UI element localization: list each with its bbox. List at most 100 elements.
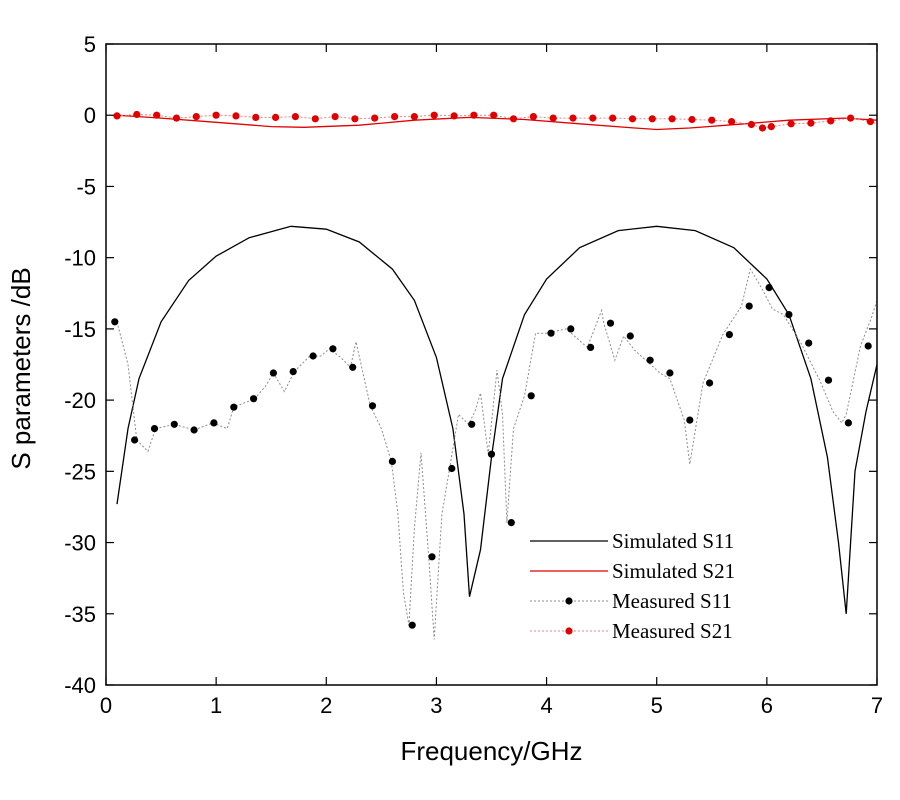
data-point-measured-s11 <box>230 403 238 411</box>
legend-marker-measured-s21 <box>565 627 573 635</box>
data-point-measured-s21 <box>212 111 220 119</box>
data-point-measured-s11 <box>428 553 436 561</box>
data-point-measured-s11 <box>567 325 575 333</box>
plot-frame <box>105 43 878 686</box>
legend-label-simulated-s21: Simulated S21 <box>612 559 735 583</box>
data-point-measured-s11 <box>309 352 317 360</box>
data-point-measured-s21 <box>549 114 557 122</box>
data-point-measured-s11 <box>606 319 615 327</box>
data-point-measured-s21 <box>767 123 775 131</box>
x-tick-label: 5 <box>651 693 663 718</box>
data-point-measured-s11 <box>646 356 654 364</box>
y-tick-label: -20 <box>64 388 96 413</box>
data-point-measured-s11 <box>408 621 416 629</box>
data-point-measured-s21 <box>291 113 299 121</box>
y-tick-label: -5 <box>76 174 96 199</box>
data-point-measured-s21 <box>529 113 538 121</box>
data-point-measured-s21 <box>470 111 478 119</box>
data-point-measured-s21 <box>509 115 518 123</box>
data-point-measured-s21 <box>252 113 260 121</box>
data-point-measured-s21 <box>153 111 161 119</box>
y-tick-label: -30 <box>64 531 96 556</box>
data-point-measured-s11 <box>864 342 872 350</box>
data-point-measured-s21 <box>589 114 597 122</box>
y-tick-label: 5 <box>84 32 96 57</box>
data-point-measured-s21 <box>192 113 200 121</box>
series-line-simulated-s21 <box>116 114 877 131</box>
data-point-measured-s21 <box>351 115 359 123</box>
data-point-measured-s11 <box>527 392 535 400</box>
data-point-measured-s21 <box>866 118 875 126</box>
legend-label-measured-s11: Measured S11 <box>612 589 732 613</box>
data-point-measured-s11 <box>150 425 159 433</box>
data-point-measured-s21 <box>311 115 319 123</box>
data-point-measured-s11 <box>448 464 456 473</box>
x-axis-title: Frequency/GHz <box>400 736 582 766</box>
data-point-measured-s21 <box>569 114 577 122</box>
legend-label-measured-s21: Measured S21 <box>612 619 733 643</box>
y-axis-title: S parameters /dB <box>6 267 36 469</box>
legend-item-measured-s21: Measured S21 <box>530 619 733 643</box>
data-point-measured-s11 <box>725 331 734 339</box>
y-tick-label: -15 <box>64 317 96 342</box>
data-point-measured-s11 <box>745 302 753 310</box>
x-tick-label: 6 <box>761 693 773 718</box>
series-line-simulated-s11 <box>116 225 877 614</box>
data-point-measured-s21 <box>391 113 399 121</box>
data-point-measured-s11 <box>824 376 833 384</box>
data-point-measured-s21 <box>708 116 716 124</box>
y-tick-label: 0 <box>84 103 96 128</box>
legend: Simulated S11 Simulated S21 Measured S11 Me… <box>530 529 735 643</box>
data-point-measured-s11 <box>706 379 714 387</box>
x-tick-label: 0 <box>100 693 112 718</box>
legend-item-simulated-s11: Simulated S11 <box>530 529 734 553</box>
y-tick-label: -40 <box>64 673 96 698</box>
legend-marker-measured-s11 <box>565 597 573 605</box>
data-point-measured-s11 <box>785 311 793 319</box>
y-tick-label: -10 <box>64 246 96 271</box>
data-point-measured-s11 <box>626 332 634 340</box>
data-point-measured-s21 <box>688 115 696 124</box>
data-point-measured-s21 <box>172 114 181 122</box>
data-point-measured-s21 <box>113 112 121 120</box>
data-point-measured-s21 <box>232 112 240 120</box>
data-point-measured-s21 <box>758 124 767 132</box>
data-point-measured-s11 <box>210 419 218 427</box>
x-tick-label: 7 <box>871 693 883 718</box>
data-point-measured-s21 <box>807 119 815 127</box>
y-tick-label: -35 <box>64 602 96 627</box>
data-point-measured-s11 <box>805 339 813 347</box>
data-point-measured-s11 <box>468 420 476 428</box>
data-point-measured-s21 <box>371 114 379 122</box>
x-tick-label: 4 <box>540 693 552 718</box>
data-point-measured-s21 <box>609 114 617 122</box>
data-point-measured-s11 <box>250 395 258 403</box>
x-tick-label: 2 <box>320 693 332 718</box>
data-point-measured-s21 <box>747 120 756 129</box>
series-layer <box>111 110 877 640</box>
data-point-measured-s11 <box>111 318 119 326</box>
series-measured-s11 <box>111 267 877 640</box>
data-point-measured-s11 <box>666 369 674 377</box>
data-point-measured-s11 <box>507 519 515 527</box>
data-point-measured-s11 <box>587 343 595 351</box>
data-point-measured-s21 <box>827 117 835 125</box>
data-point-measured-s21 <box>728 118 736 126</box>
data-point-measured-s11 <box>547 329 555 337</box>
axis-ticks: 0 1 2 3 4 5 6 7 5 0 -5 -10 -15 -20 -25 -30 -35 -40 <box>64 32 883 718</box>
data-point-measured-s21 <box>787 120 795 128</box>
data-point-measured-s11 <box>388 457 396 465</box>
legend-item-simulated-s21: Simulated S21 <box>530 559 735 583</box>
y-tick-label: -25 <box>64 459 96 484</box>
data-point-measured-s11 <box>170 420 178 428</box>
series-line-measured-s11 <box>116 267 877 640</box>
data-point-measured-s11 <box>269 369 277 377</box>
data-point-measured-s11 <box>844 419 853 427</box>
data-point-measured-s21 <box>430 111 438 119</box>
legend-label-simulated-s11: Simulated S11 <box>612 529 734 553</box>
data-point-measured-s21 <box>648 115 656 123</box>
data-point-measured-s21 <box>331 113 339 121</box>
data-point-measured-s11 <box>349 363 357 371</box>
series-simulated-s21 <box>116 114 877 131</box>
series-simulated-s11 <box>116 225 877 614</box>
